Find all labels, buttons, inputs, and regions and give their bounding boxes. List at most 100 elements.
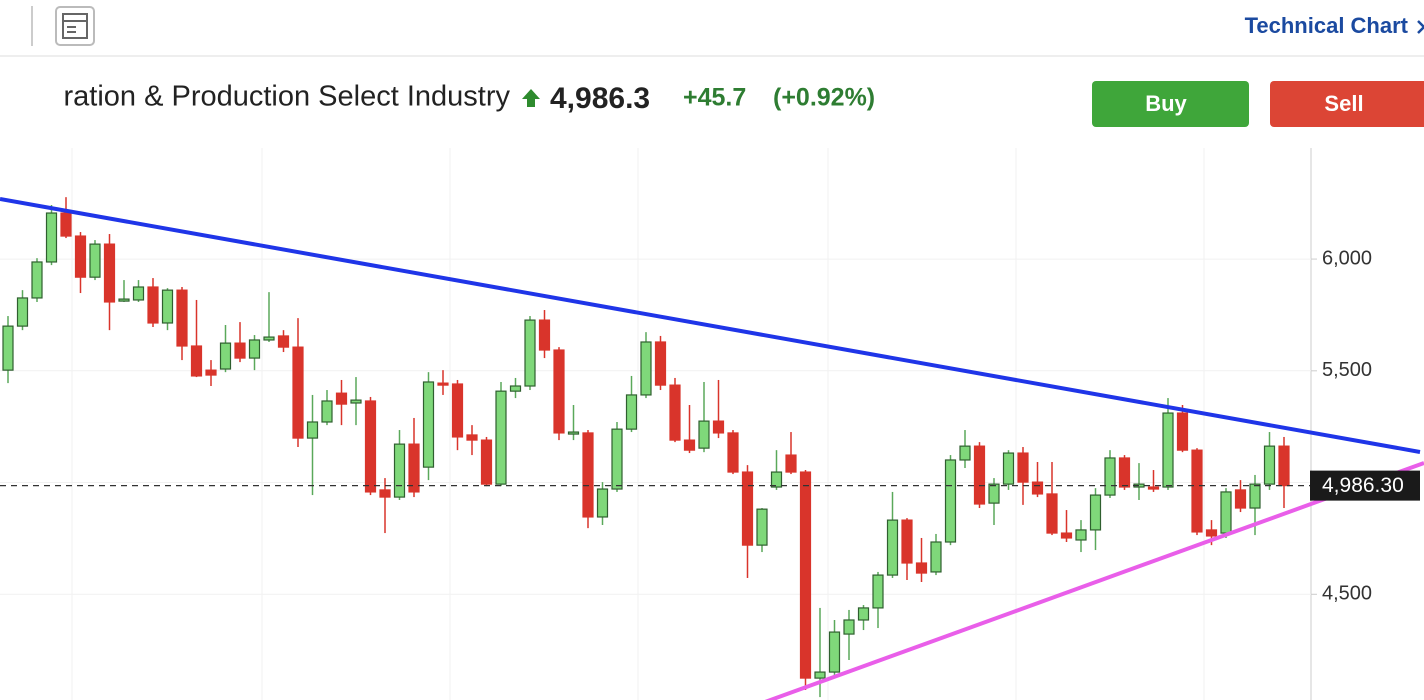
candle-body — [147, 286, 159, 324]
candle-body — [770, 471, 783, 488]
candle-body — [321, 400, 333, 423]
candle-body — [1046, 493, 1058, 534]
candle-body — [1089, 494, 1102, 531]
candle-body — [1002, 452, 1015, 485]
candle-body — [292, 346, 304, 439]
candle-body — [422, 381, 435, 468]
candle-body — [915, 562, 928, 574]
technical-chart-link[interactable]: Technical Chart — [1245, 13, 1409, 38]
candle-body — [886, 519, 899, 576]
candle-body — [277, 335, 290, 348]
sell-button[interactable] — [1270, 81, 1424, 127]
candle-body — [582, 432, 594, 518]
candle-body — [466, 434, 478, 441]
candle-body — [640, 341, 652, 396]
candle-body — [263, 336, 275, 341]
candle-body — [1220, 491, 1232, 534]
candle-body — [683, 439, 696, 451]
candle-body — [306, 421, 319, 439]
candle-body — [379, 489, 391, 498]
plot — [71, 148, 1312, 700]
candle-body — [553, 349, 565, 434]
candle-body — [857, 607, 870, 621]
candle-body — [190, 345, 203, 377]
candle-body — [1147, 486, 1160, 490]
candle-body — [89, 243, 101, 278]
y-tick-label: 6,000 — [1322, 247, 1372, 269]
candle-body — [205, 369, 217, 376]
buy-button[interactable] — [1092, 81, 1249, 127]
candle-body — [1191, 449, 1203, 533]
up-arrow — [522, 89, 540, 107]
candle-body — [1263, 445, 1276, 485]
y-tick-label: 5,500 — [1322, 359, 1372, 381]
y-tick-label: 4,500 — [1322, 583, 1372, 605]
candle-body — [756, 508, 768, 546]
candle-body — [2, 325, 14, 371]
candle-body — [741, 471, 754, 546]
candle-body — [611, 428, 623, 490]
candle-body — [930, 541, 942, 573]
candle-body — [669, 384, 681, 441]
candle-body — [1162, 412, 1174, 488]
candle-body — [480, 439, 493, 485]
candle-body — [828, 631, 841, 673]
layout-icon[interactable] — [55, 6, 95, 46]
candle-body — [1104, 457, 1116, 496]
last-price-label: 4,986.30 — [1322, 474, 1404, 497]
candle-body — [538, 319, 551, 351]
chart-title: ration & Production Select Industry — [63, 81, 510, 113]
candle-body — [350, 399, 362, 404]
candle-body — [988, 483, 1000, 504]
candle-body — [234, 342, 246, 359]
icon-glyph — [62, 13, 88, 39]
candle-body — [74, 235, 87, 278]
candle-body — [1234, 489, 1247, 509]
candle-body — [901, 519, 913, 564]
candle-body — [118, 298, 130, 302]
candle-body — [393, 443, 406, 498]
candle-body — [1118, 457, 1131, 488]
candle-body — [31, 261, 43, 299]
candle-body — [103, 243, 116, 303]
candle-body — [1249, 483, 1261, 509]
candle-body — [524, 319, 536, 387]
candle-body — [132, 286, 145, 301]
candle-body — [408, 443, 420, 493]
candle-body — [567, 431, 580, 435]
change: +45.7 — [683, 84, 746, 112]
candle-body — [1176, 412, 1189, 451]
trend-line — [764, 461, 1424, 700]
candle-body — [495, 390, 507, 485]
candle-body — [654, 341, 667, 386]
candle-body — [959, 445, 971, 461]
candle-body — [625, 394, 638, 430]
candle-body — [814, 671, 826, 679]
candle-body — [727, 432, 739, 473]
candle-body — [596, 488, 609, 518]
candle-body — [248, 339, 261, 359]
candle-body — [698, 420, 710, 449]
sell-label[interactable]: Sell — [1324, 91, 1363, 116]
candle-body — [1060, 532, 1073, 539]
candle-body — [364, 400, 377, 493]
candle-body — [509, 385, 522, 392]
candle-body — [16, 297, 29, 327]
candle-body — [872, 574, 884, 609]
candle-body — [176, 289, 188, 347]
candle-body — [1031, 481, 1044, 495]
chevron — [1417, 20, 1424, 34]
last-price-tag — [1310, 470, 1420, 501]
buy-label[interactable]: Buy — [1145, 91, 1187, 116]
candle-body — [799, 471, 812, 679]
candle-body — [1278, 445, 1290, 487]
candle-body — [712, 420, 725, 434]
candle-body — [944, 459, 957, 543]
candle-body — [161, 289, 174, 324]
change-pct: (+0.92%) — [773, 84, 875, 112]
candle-body — [335, 392, 348, 405]
price: 4,986.3 — [550, 82, 650, 115]
candle-body — [451, 383, 464, 438]
